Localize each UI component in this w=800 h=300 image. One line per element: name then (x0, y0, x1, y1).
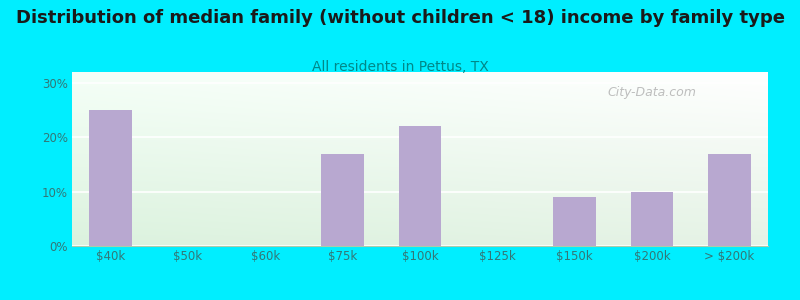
Bar (708, 154, 750, 246)
Text: City-Data.com: City-Data.com (608, 86, 697, 99)
Bar (630, 192, 674, 246)
Bar (554, 197, 596, 246)
Text: Distribution of median family (without children < 18) income by family type: Distribution of median family (without c… (15, 9, 785, 27)
Bar (322, 154, 364, 246)
Bar (398, 126, 442, 246)
Text: All residents in Pettus, TX: All residents in Pettus, TX (312, 60, 488, 74)
Bar (90, 110, 132, 246)
